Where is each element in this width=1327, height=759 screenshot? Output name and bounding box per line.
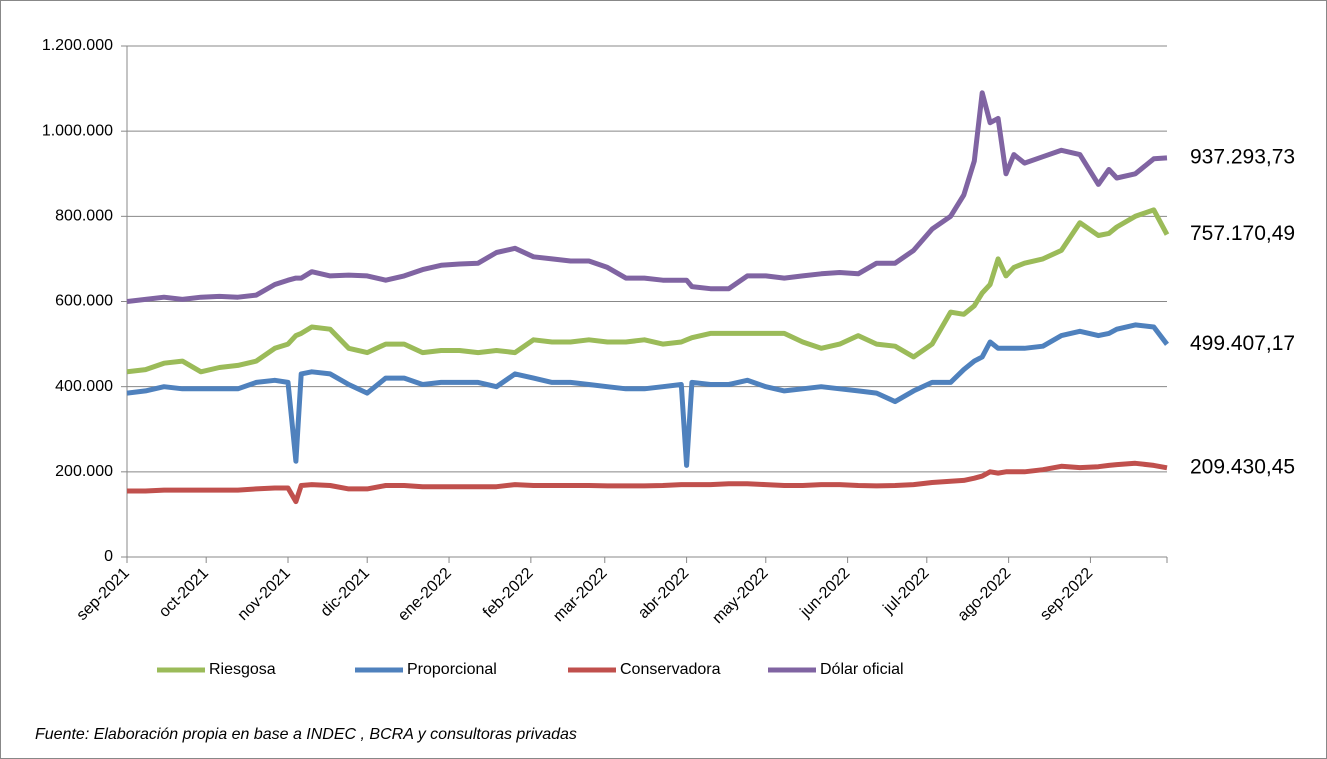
end-value-label: 209.430,45 [1190,455,1295,478]
source-note: Fuente: Elaboración propia en base a IND… [35,726,577,743]
series-line [126,90,1168,304]
y-tick-label: 200.000 [55,463,113,480]
series-line [126,322,1169,468]
y-tick-label: 1.200.000 [42,37,113,54]
y-tick-label: 600.000 [55,293,113,310]
y-tick-label: 0 [104,548,113,565]
series-line [127,460,1168,505]
end-value-label: 937.293,73 [1190,145,1295,168]
legend-label: Conservadora [620,661,721,678]
end-value-label: 499.407,17 [1190,332,1295,355]
y-tick-label: 800.000 [55,208,113,225]
series-line [126,207,1170,375]
legend-label: Riesgosa [209,661,276,678]
legend-label: Proporcional [407,661,497,678]
y-tick-label: 400.000 [55,378,113,395]
legend-label: Dólar oficial [820,661,904,678]
end-value-label: 757.170,49 [1190,222,1295,245]
y-tick-label: 1.000.000 [42,122,113,139]
